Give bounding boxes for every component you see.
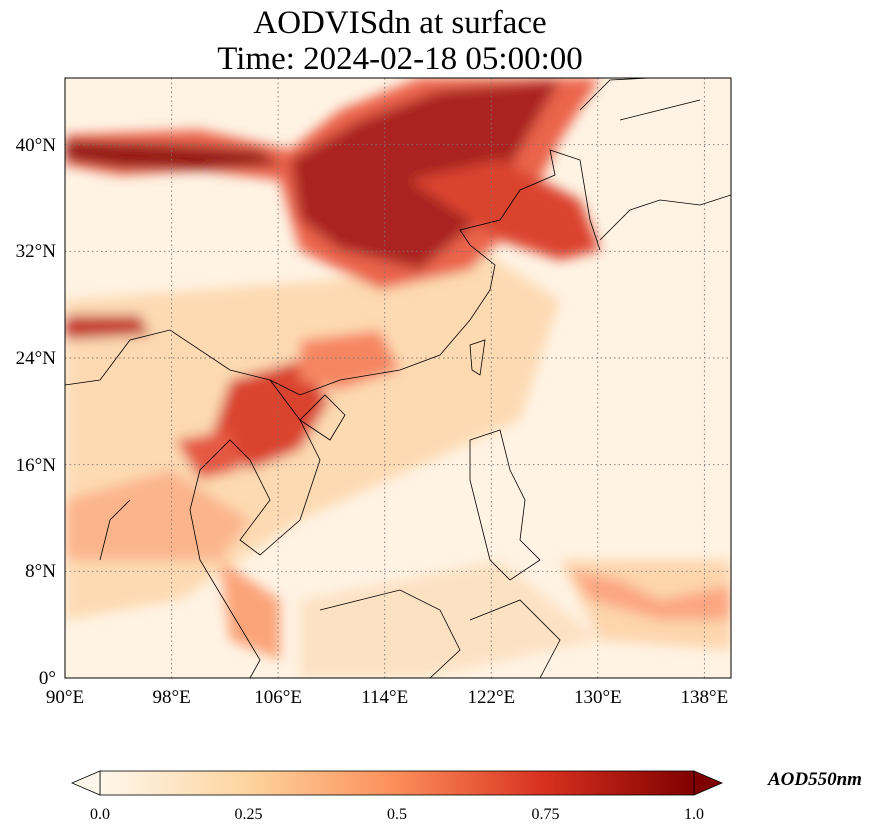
colorbar-extend-min bbox=[70, 770, 101, 796]
lat-tick: 16°N bbox=[16, 455, 57, 476]
lon-tick: 98°E bbox=[152, 687, 190, 708]
coastlines bbox=[65, 78, 731, 678]
lat-tick: 40°N bbox=[16, 135, 57, 156]
colorbar bbox=[70, 770, 724, 796]
lat-tick: 0° bbox=[39, 668, 56, 689]
colorbar-tick: 0.5 bbox=[387, 806, 407, 823]
lon-tick: 90°E bbox=[46, 687, 84, 708]
lat-tick: 8°N bbox=[25, 561, 56, 582]
gridlines bbox=[65, 78, 731, 678]
colorbar-label: AOD550nm bbox=[768, 769, 862, 790]
lon-tick: 114°E bbox=[361, 687, 408, 708]
colorbar-tick: 0.25 bbox=[234, 806, 263, 823]
lat-tick: 32°N bbox=[16, 241, 57, 262]
colorbar-tick: 0.75 bbox=[531, 806, 560, 823]
lon-tick: 106°E bbox=[254, 687, 302, 708]
lon-tick-labels: 90°E 98°E 106°E 114°E 122°E 130°E 138°E bbox=[46, 687, 728, 708]
colorbar-tick: 0.0 bbox=[90, 806, 110, 823]
map-frame bbox=[64, 77, 732, 679]
colorbar-gradient bbox=[99, 770, 695, 796]
lat-tick-labels: 0° 8°N 16°N 24°N 32°N 40°N bbox=[16, 135, 57, 689]
map-time-subtitle: Time: 2024-02-18 05:00:00 bbox=[217, 41, 583, 77]
aod-field bbox=[65, 78, 731, 678]
lon-tick: 138°E bbox=[681, 687, 729, 708]
map-title: AODVISdn at surface bbox=[253, 5, 547, 41]
colorbar-tick: 1.0 bbox=[684, 806, 704, 823]
lon-tick: 122°E bbox=[467, 687, 515, 708]
lon-tick: 130°E bbox=[574, 687, 622, 708]
colorbar-extend-max bbox=[693, 770, 724, 796]
lat-tick: 24°N bbox=[16, 348, 57, 369]
